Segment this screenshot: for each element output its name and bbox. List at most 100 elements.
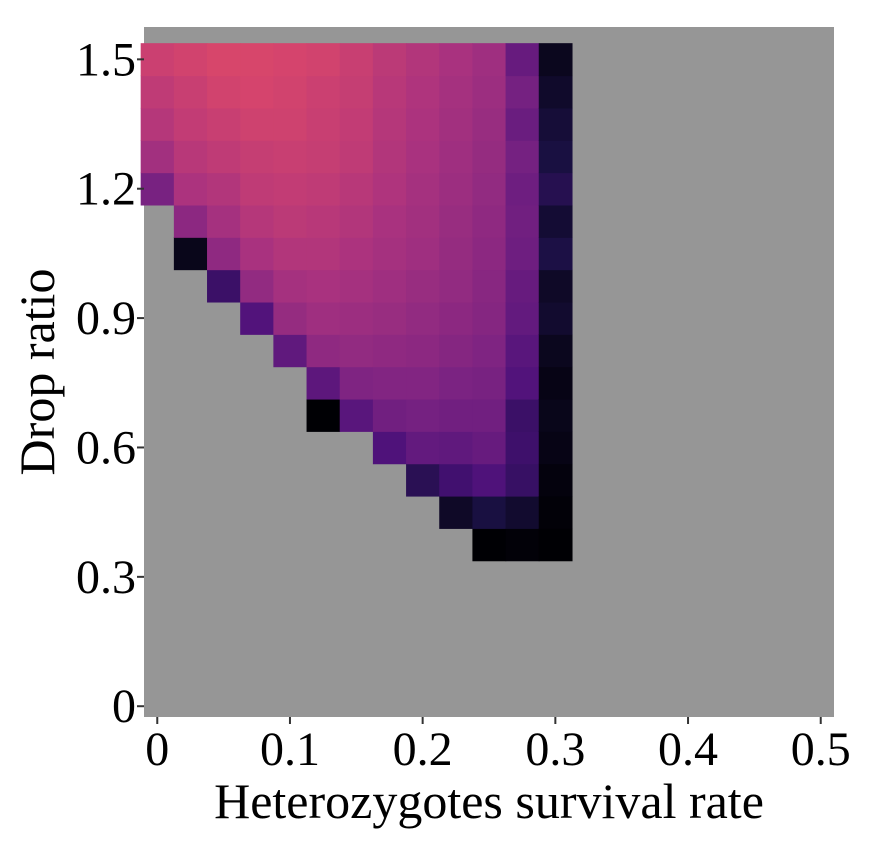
heatmap-cell bbox=[439, 463, 474, 497]
y-tick-label: 0.3 bbox=[76, 551, 136, 604]
heatmap-cell bbox=[339, 172, 374, 206]
heatmap-cell bbox=[372, 172, 407, 206]
heatmap-cell bbox=[140, 172, 175, 206]
heatmap-cell bbox=[240, 107, 274, 141]
heatmap-cell bbox=[140, 107, 175, 141]
heatmap-cell bbox=[240, 301, 274, 335]
x-tick-label: 0.2 bbox=[393, 723, 453, 776]
heatmap-cell bbox=[372, 301, 407, 335]
heatmap-cell bbox=[207, 237, 241, 271]
heatmap-cell bbox=[173, 172, 208, 206]
heatmap-cell bbox=[406, 204, 440, 238]
heatmap-cell bbox=[472, 43, 507, 77]
x-tick-label: 0 bbox=[145, 723, 169, 776]
heatmap-cell bbox=[339, 301, 374, 335]
heatmap-cell bbox=[505, 75, 540, 109]
heatmap-cell bbox=[339, 237, 374, 271]
heatmap-cell bbox=[505, 528, 540, 562]
heatmap-cell bbox=[439, 204, 474, 238]
heatmap-cell bbox=[505, 495, 540, 529]
heatmap-cell bbox=[439, 334, 474, 368]
heatmap-cell bbox=[505, 237, 540, 271]
heatmap-cell bbox=[306, 301, 341, 335]
heatmap-cell bbox=[472, 301, 507, 335]
heatmap-cell bbox=[538, 431, 573, 465]
heatmap-cell bbox=[173, 75, 208, 109]
heatmap-cell bbox=[240, 140, 274, 174]
heatmap-cell bbox=[439, 269, 474, 303]
heatmap-cell bbox=[207, 43, 241, 77]
x-tick-label: 0.1 bbox=[260, 723, 320, 776]
heatmap-cell bbox=[273, 334, 308, 368]
x-tick-label: 0.4 bbox=[658, 723, 718, 776]
heatmap-cell bbox=[538, 463, 573, 497]
y-axis-title: Drop ratio bbox=[9, 269, 65, 476]
heatmap-cell bbox=[372, 43, 407, 77]
heatmap-cell bbox=[306, 269, 341, 303]
heatmap-cell bbox=[538, 301, 573, 335]
heatmap-cell bbox=[140, 43, 175, 77]
heatmap-cell bbox=[538, 107, 573, 141]
heatmap-cell bbox=[472, 237, 507, 271]
heatmap-cell bbox=[406, 107, 440, 141]
heatmap-cell bbox=[538, 495, 573, 529]
heatmap-cell bbox=[472, 334, 507, 368]
heatmap-cell bbox=[339, 75, 374, 109]
heatmap-cell bbox=[140, 75, 175, 109]
heatmap-cell bbox=[472, 528, 507, 562]
heatmap-cell bbox=[306, 107, 341, 141]
x-axis: 0 0.1 0.2 0.3 0.4 0.5 bbox=[145, 717, 851, 776]
heatmap-cell bbox=[273, 172, 308, 206]
heatmap-cell bbox=[439, 140, 474, 174]
heatmap-cell bbox=[505, 334, 540, 368]
y-tick-label: 0 bbox=[112, 680, 136, 733]
heatmap-cell bbox=[505, 366, 540, 400]
heatmap-cell bbox=[339, 140, 374, 174]
heatmap-cell bbox=[472, 398, 507, 432]
heatmap-cell bbox=[273, 140, 308, 174]
heatmap-cell bbox=[439, 237, 474, 271]
heatmap-cell bbox=[406, 334, 440, 368]
heatmap-cell bbox=[306, 43, 341, 77]
heatmap-cell bbox=[472, 463, 507, 497]
heatmap-cell bbox=[207, 140, 241, 174]
heatmap-cell bbox=[538, 237, 573, 271]
heatmap-cell bbox=[505, 172, 540, 206]
heatmap-cell bbox=[339, 107, 374, 141]
heatmap-cell bbox=[472, 431, 507, 465]
heatmap-cell bbox=[372, 431, 407, 465]
heatmap-cell bbox=[306, 172, 341, 206]
heatmap-cell bbox=[372, 398, 407, 432]
heatmap-cell bbox=[273, 43, 308, 77]
heatmap-cell bbox=[306, 366, 341, 400]
heatmap-cell bbox=[372, 269, 407, 303]
heatmap-cell bbox=[439, 301, 474, 335]
heatmap-cell bbox=[372, 366, 407, 400]
heatmap-cell bbox=[339, 366, 374, 400]
heatmap-cell bbox=[406, 43, 440, 77]
heatmap-cell bbox=[273, 107, 308, 141]
heatmap-cell bbox=[538, 528, 573, 562]
y-axis: 0 0.3 0.6 0.9 1.2 1.5 bbox=[76, 33, 144, 733]
heatmap-cell bbox=[439, 495, 474, 529]
heatmap-cell bbox=[140, 140, 175, 174]
heatmap-cell bbox=[240, 172, 274, 206]
heatmap-cell bbox=[240, 204, 274, 238]
heatmap-cell bbox=[240, 269, 274, 303]
heatmap-cell bbox=[306, 398, 341, 432]
heatmap-cell bbox=[240, 237, 274, 271]
heatmap-cell bbox=[439, 43, 474, 77]
heatmap-cell bbox=[207, 107, 241, 141]
heatmap-cell bbox=[240, 43, 274, 77]
heatmap-cell bbox=[472, 366, 507, 400]
heatmap-cell bbox=[173, 237, 208, 271]
heatmap-cell bbox=[207, 204, 241, 238]
heatmap-cell bbox=[472, 75, 507, 109]
heatmap-cell bbox=[173, 204, 208, 238]
heatmap-cell bbox=[439, 75, 474, 109]
heatmap-cell bbox=[339, 43, 374, 77]
heatmap-cell bbox=[372, 334, 407, 368]
y-tick-label: 0.9 bbox=[76, 292, 136, 345]
heatmap-cell bbox=[273, 204, 308, 238]
